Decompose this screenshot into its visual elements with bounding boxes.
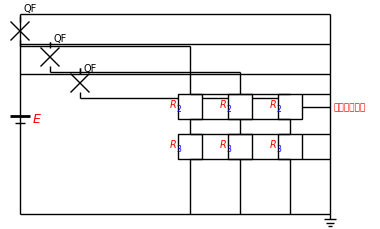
Text: 3: 3 — [226, 144, 231, 153]
Bar — [178, 134, 202, 159]
Text: R: R — [170, 100, 176, 109]
Bar — [228, 134, 252, 159]
Bar — [278, 134, 302, 159]
Text: 2: 2 — [177, 104, 182, 113]
Text: QF: QF — [53, 34, 66, 44]
Text: R: R — [270, 139, 277, 149]
Bar — [278, 95, 302, 120]
Text: E: E — [33, 113, 41, 126]
Text: QF: QF — [23, 4, 36, 14]
Text: 抄取三相信号: 抄取三相信号 — [334, 103, 366, 112]
Text: R: R — [220, 139, 226, 149]
Text: 2: 2 — [277, 104, 282, 113]
Text: R: R — [170, 139, 176, 149]
Text: 3: 3 — [277, 144, 282, 153]
Text: R: R — [270, 100, 277, 109]
Text: QF: QF — [83, 64, 96, 74]
Text: R: R — [220, 100, 226, 109]
Bar — [228, 95, 252, 120]
Text: 3: 3 — [177, 144, 182, 153]
Bar — [178, 95, 202, 120]
Text: 2: 2 — [227, 104, 231, 113]
